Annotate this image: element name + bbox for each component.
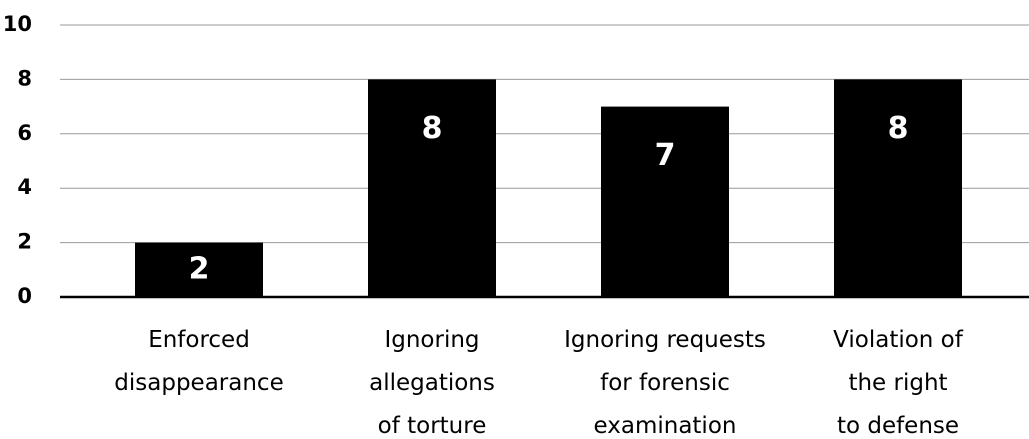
x-tick-label: Enforced disappearance: [114, 327, 283, 396]
x-tick-label: Ignoring allegations of torture: [369, 327, 495, 439]
y-tick-label: 4: [17, 175, 32, 199]
y-tick-label: 10: [3, 12, 32, 36]
y-tick-label: 2: [17, 230, 32, 254]
data-label: 2: [189, 251, 210, 286]
y-tick-label: 8: [17, 66, 32, 90]
x-tick-label: Violation of the right to defense: [833, 327, 964, 439]
bar: [834, 79, 962, 298]
bar: [368, 79, 496, 298]
data-label: 8: [422, 111, 443, 146]
data-label: 7: [655, 138, 676, 173]
data-label: 8: [888, 111, 909, 146]
y-tick-label: 6: [17, 121, 32, 145]
y-tick-label: 0: [17, 284, 32, 308]
bar: [601, 106, 729, 297]
x-tick-label: Ignoring requests for forensic examination: [564, 327, 766, 439]
bar: [135, 242, 263, 297]
